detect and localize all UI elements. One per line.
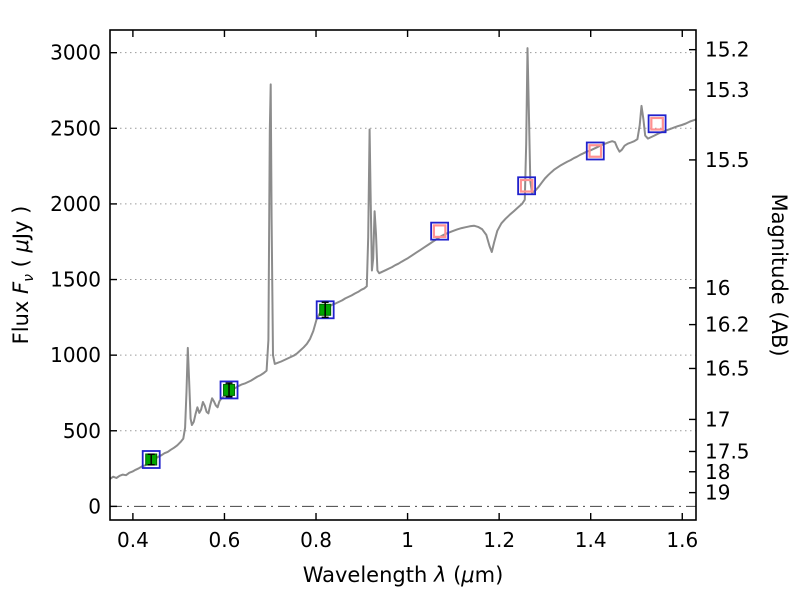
spectrum-line — [109, 47, 697, 480]
model-point-marker — [432, 224, 447, 238]
plot-frame — [109, 29, 697, 521]
blue-box-marker — [585, 141, 605, 161]
blue-box-marker — [517, 176, 537, 196]
y-tick-label-left: 0 — [88, 494, 101, 518]
x-axis-label: Wavelength λ (μm) — [303, 563, 504, 587]
model-points — [432, 116, 664, 238]
blue-box-marker — [219, 380, 239, 400]
y-tick-label-left: 1000 — [50, 343, 101, 367]
x-tick-label: 0.8 — [300, 528, 332, 552]
observed-points — [145, 301, 332, 466]
blue-box-marker — [141, 450, 161, 469]
y-tick-label-right: 15.5 — [705, 148, 750, 172]
blue-box-marker — [315, 300, 335, 320]
y-axis-left: 0 500 1000 1500 2000 2500 3000 — [50, 41, 117, 518]
svg-text:Magnitude (AB): Magnitude (AB) — [767, 193, 791, 356]
y-tick-label-right: 16.2 — [705, 313, 750, 337]
model-point-marker — [650, 116, 664, 131]
y-tick-label-left: 2000 — [50, 192, 101, 216]
y-tick-label-left: 500 — [63, 419, 101, 443]
y-tick-label-right: 17.5 — [705, 439, 750, 463]
x-tick-label: 1 — [401, 528, 414, 552]
y-axis-label-right: Magnitude (AB) — [767, 193, 791, 356]
model-point-marker — [588, 144, 603, 158]
y-tick-label-left: 3000 — [50, 41, 101, 65]
x-tick-label: 0.6 — [209, 528, 241, 552]
blue-box-marker — [430, 221, 450, 241]
y-tick-label-right: 17 — [705, 407, 730, 431]
photometry-boxes — [141, 114, 667, 469]
y-tick-label-right: 16.5 — [705, 356, 750, 380]
x-tick-label: 1.2 — [483, 528, 515, 552]
blue-box-marker — [647, 114, 667, 134]
y-tick-label-right: 15.2 — [705, 38, 750, 62]
y-tick-label-left: 2500 — [50, 116, 101, 140]
y-tick-label-left: 1500 — [50, 268, 101, 292]
model-point-marker — [519, 178, 534, 193]
y-tick-label-right: 19 — [705, 481, 730, 505]
x-tick-label: 0.4 — [117, 528, 149, 552]
x-tick-label: 1.6 — [666, 528, 698, 552]
x-tick-label: 1.4 — [575, 528, 607, 552]
y-tick-label-right: 18 — [705, 460, 730, 484]
y-tick-label-right: 15.3 — [705, 78, 750, 102]
svg-text:Flux Fν ( μJy ): Flux Fν ( μJy ) — [9, 206, 37, 345]
y-axis-label-left: Flux Fν ( μJy ) — [9, 206, 37, 345]
x-axis: 0.4 0.6 0.8 1 1.2 1.4 1.6 — [117, 30, 698, 552]
y-tick-label-right: 16 — [705, 276, 730, 300]
